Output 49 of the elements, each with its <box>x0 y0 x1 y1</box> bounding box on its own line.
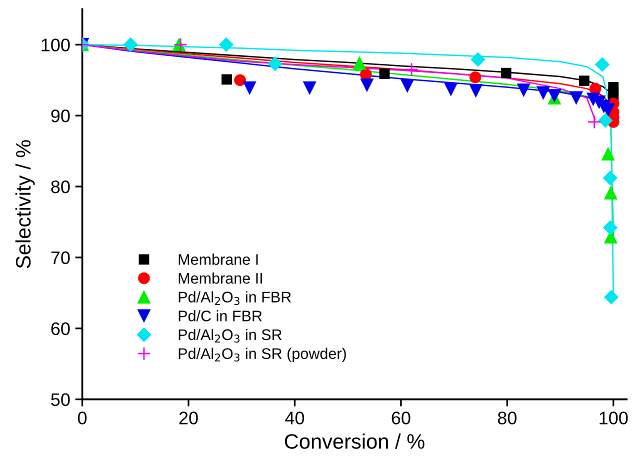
legend-label: Pd/Al$_{2}$O$_{3}$ in SR (powder) <box>178 348 346 362</box>
legend-label: Membrane II <box>178 272 262 284</box>
x-tick-label: 100 <box>600 412 628 424</box>
point <box>234 74 246 86</box>
point <box>222 74 232 85</box>
point <box>601 147 615 160</box>
point <box>303 81 316 95</box>
point <box>578 76 590 86</box>
point <box>444 82 458 96</box>
point <box>242 81 256 95</box>
point <box>218 37 234 52</box>
point <box>587 115 602 129</box>
y-tick-label: 60 <box>51 322 70 336</box>
point <box>500 68 512 78</box>
y-tick-label: 80 <box>51 180 70 194</box>
point <box>268 56 282 72</box>
y-tick-label: 50 <box>51 393 70 406</box>
y-tick-label: 100 <box>42 38 70 52</box>
x-tick-label: 60 <box>392 412 410 424</box>
legend-label: Membrane I <box>178 254 258 265</box>
y-tick-label: 90 <box>51 110 70 122</box>
point <box>602 170 618 186</box>
point <box>604 290 618 304</box>
point <box>595 57 610 72</box>
point <box>598 113 613 128</box>
point <box>469 84 482 98</box>
point <box>602 220 618 235</box>
point <box>570 91 583 104</box>
point <box>470 52 486 67</box>
x-tick-label: 80 <box>498 412 517 424</box>
x-tick-label: 40 <box>285 412 304 424</box>
x-axis-title: Conversion / % <box>284 434 424 449</box>
legend-label: Pd/Al$_{2}$O$_{3}$ in FBR <box>178 291 291 305</box>
point <box>123 37 138 52</box>
point <box>404 62 419 76</box>
point <box>360 78 374 92</box>
x-tick-label: 0 <box>78 412 87 424</box>
y-tick-label: 70 <box>51 251 70 264</box>
x-tick-label: 20 <box>179 412 198 424</box>
point <box>604 186 618 200</box>
y-axis-title: Selectivity / % <box>15 140 35 268</box>
legend-label: Pd/C in FBR <box>178 310 262 322</box>
point <box>469 71 482 84</box>
point <box>379 68 390 79</box>
point <box>352 56 366 70</box>
point <box>400 79 414 92</box>
legend-label: Pd/Al$_{2}$O$_{3}$ in SR <box>178 328 282 343</box>
point <box>536 86 550 100</box>
point <box>517 83 530 97</box>
